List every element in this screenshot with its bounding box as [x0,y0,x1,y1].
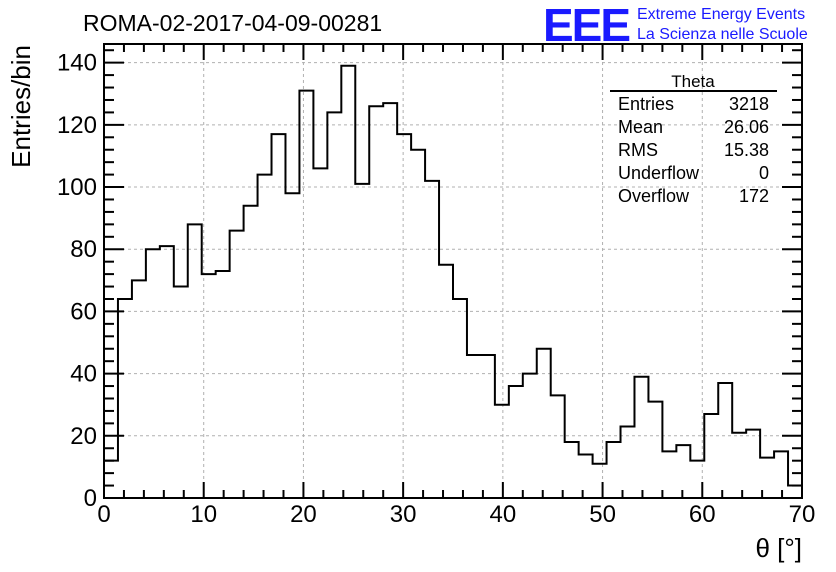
x-tick-label: 20 [290,501,317,528]
stats-label-entries: Entries [618,94,674,114]
x-tick-label: 60 [689,501,716,528]
x-axis-title: θ [°] [755,533,802,563]
stats-box: Theta Entries 3218 Mean 26.06 RMS 15.38 … [610,72,777,206]
stats-value-rms: 15.38 [724,140,769,160]
plot-frame [103,43,803,499]
stats-value-mean: 26.06 [724,117,769,137]
x-tick-label: 10 [190,501,217,528]
eee-logo-line1: Extreme Energy Events [637,6,805,23]
stats-value-underflow: 0 [759,163,769,183]
axis-ticks [103,44,803,499]
x-tick-label: 70 [789,501,816,528]
eee-logo-line2: La Scienza nelle Scuole [637,26,808,43]
stats-label-overflow: Overflow [618,186,690,206]
run-title: ROMA-02-2017-04-09-00281 [83,10,382,36]
eee-logo-text: EEE [543,0,629,51]
eee-logo: EEE Extreme Energy Events La Scienza nel… [543,0,808,51]
stats-value-entries: 3218 [729,94,769,114]
x-tick-label: 50 [589,501,616,528]
y-tick-label: 0 [84,485,97,512]
y-axis-title: Entries/bin [6,45,36,168]
stats-value-overflow: 172 [739,186,769,206]
grid-lines [104,44,802,498]
stats-label-rms: RMS [618,140,658,160]
y-tick-label: 120 [57,112,97,139]
y-tick-label: 80 [70,236,97,263]
y-tick-label: 60 [70,298,97,325]
x-tick-label: 40 [490,501,517,528]
histogram-line [103,64,803,498]
stats-label-mean: Mean [618,117,663,137]
y-tick-label: 100 [57,174,97,201]
stats-title: Theta [671,72,715,91]
y-tick-label: 140 [57,50,97,77]
y-tick-label: 20 [70,423,97,450]
x-tick-label: 30 [390,501,417,528]
x-tick-label: 0 [97,501,110,528]
y-tick-label: 40 [70,361,97,388]
stats-label-underflow: Underflow [618,163,700,183]
